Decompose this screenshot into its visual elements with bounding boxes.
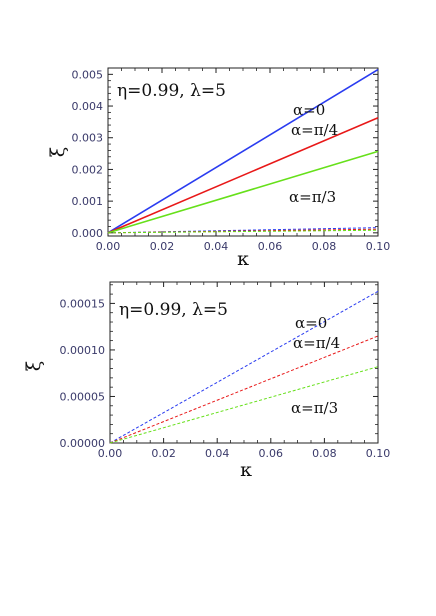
x-tick-label: 0.04 [204, 240, 229, 253]
x-tick-labels: 0.00 0.02 0.04 0.06 0.08 0.10 [96, 240, 391, 253]
tick-marks [109, 282, 379, 444]
series-line-solid [107, 117, 379, 234]
x-tick-label: 0.04 [205, 447, 230, 460]
y-axis-title: ξ [47, 147, 69, 157]
x-tick-labels: 0.00 0.02 0.04 0.06 0.08 0.10 [98, 447, 391, 460]
series-label-alpha-pi3: α=π/3 [291, 399, 338, 417]
series-lines [109, 290, 379, 444]
x-tick-label: 0.10 [366, 240, 391, 253]
series-label-alpha-0: α=0 [295, 314, 327, 332]
y-tick-label: 0.004 [72, 100, 104, 113]
series-line-solid [107, 68, 379, 234]
y-axis-title: ξ [23, 361, 45, 371]
y-tick-label: 0.00010 [60, 344, 106, 357]
series-line-solid [107, 150, 379, 234]
x-tick-label: 0.06 [258, 240, 283, 253]
plot-frame [109, 281, 379, 444]
y-tick-labels: 0.00000 0.00005 0.00010 0.00015 [60, 297, 106, 450]
y-tick-label: 0.000 [72, 227, 104, 240]
series-line-dashed [107, 229, 379, 234]
series-label-alpha-pi4: α=π/4 [293, 334, 340, 352]
y-tick-label: 0.00000 [60, 437, 106, 450]
y-tick-labels: 0.000 0.001 0.002 0.003 0.004 0.005 [72, 68, 104, 239]
y-tick-label: 0.00015 [60, 297, 106, 310]
inset-annotation: η=0.99, λ=5 [117, 81, 226, 101]
x-tick-label: 0.08 [312, 447, 337, 460]
y-tick-label: 0.00005 [60, 390, 106, 403]
x-tick-label: 0.02 [151, 447, 176, 460]
y-tick-label: 0.001 [72, 195, 104, 208]
inset-annotation: η=0.99, λ=5 [119, 300, 228, 320]
top-chart: 0.00 0.02 0.04 0.06 0.08 0.10 0.000 0.001 0.002… [47, 67, 391, 270]
x-axis-title: κ [240, 459, 252, 481]
series-label-alpha-0: α=0 [293, 101, 325, 119]
series-lines [107, 68, 379, 234]
y-tick-label: 0.002 [72, 163, 104, 176]
x-tick-label: 0.00 [98, 447, 123, 460]
x-tick-label: 0.00 [96, 240, 121, 253]
series-line-dashed [109, 366, 379, 444]
bottom-chart: 0.00 0.02 0.04 0.06 0.08 0.10 0.000000.000050… [23, 281, 391, 481]
y-tick-label: 0.003 [72, 132, 104, 145]
x-tick-label: 0.10 [366, 447, 391, 460]
x-tick-label: 0.08 [312, 240, 337, 253]
x-tick-label: 0.06 [259, 447, 284, 460]
series-line-dashed [109, 335, 379, 444]
series-label-alpha-pi3: α=π/3 [289, 188, 336, 206]
x-tick-label: 0.02 [150, 240, 175, 253]
series-line-dashed [109, 290, 379, 444]
y-tick-label: 0.005 [72, 68, 104, 81]
x-axis-title: κ [237, 248, 249, 270]
series-label-alpha-pi4: α=π/4 [291, 121, 338, 139]
